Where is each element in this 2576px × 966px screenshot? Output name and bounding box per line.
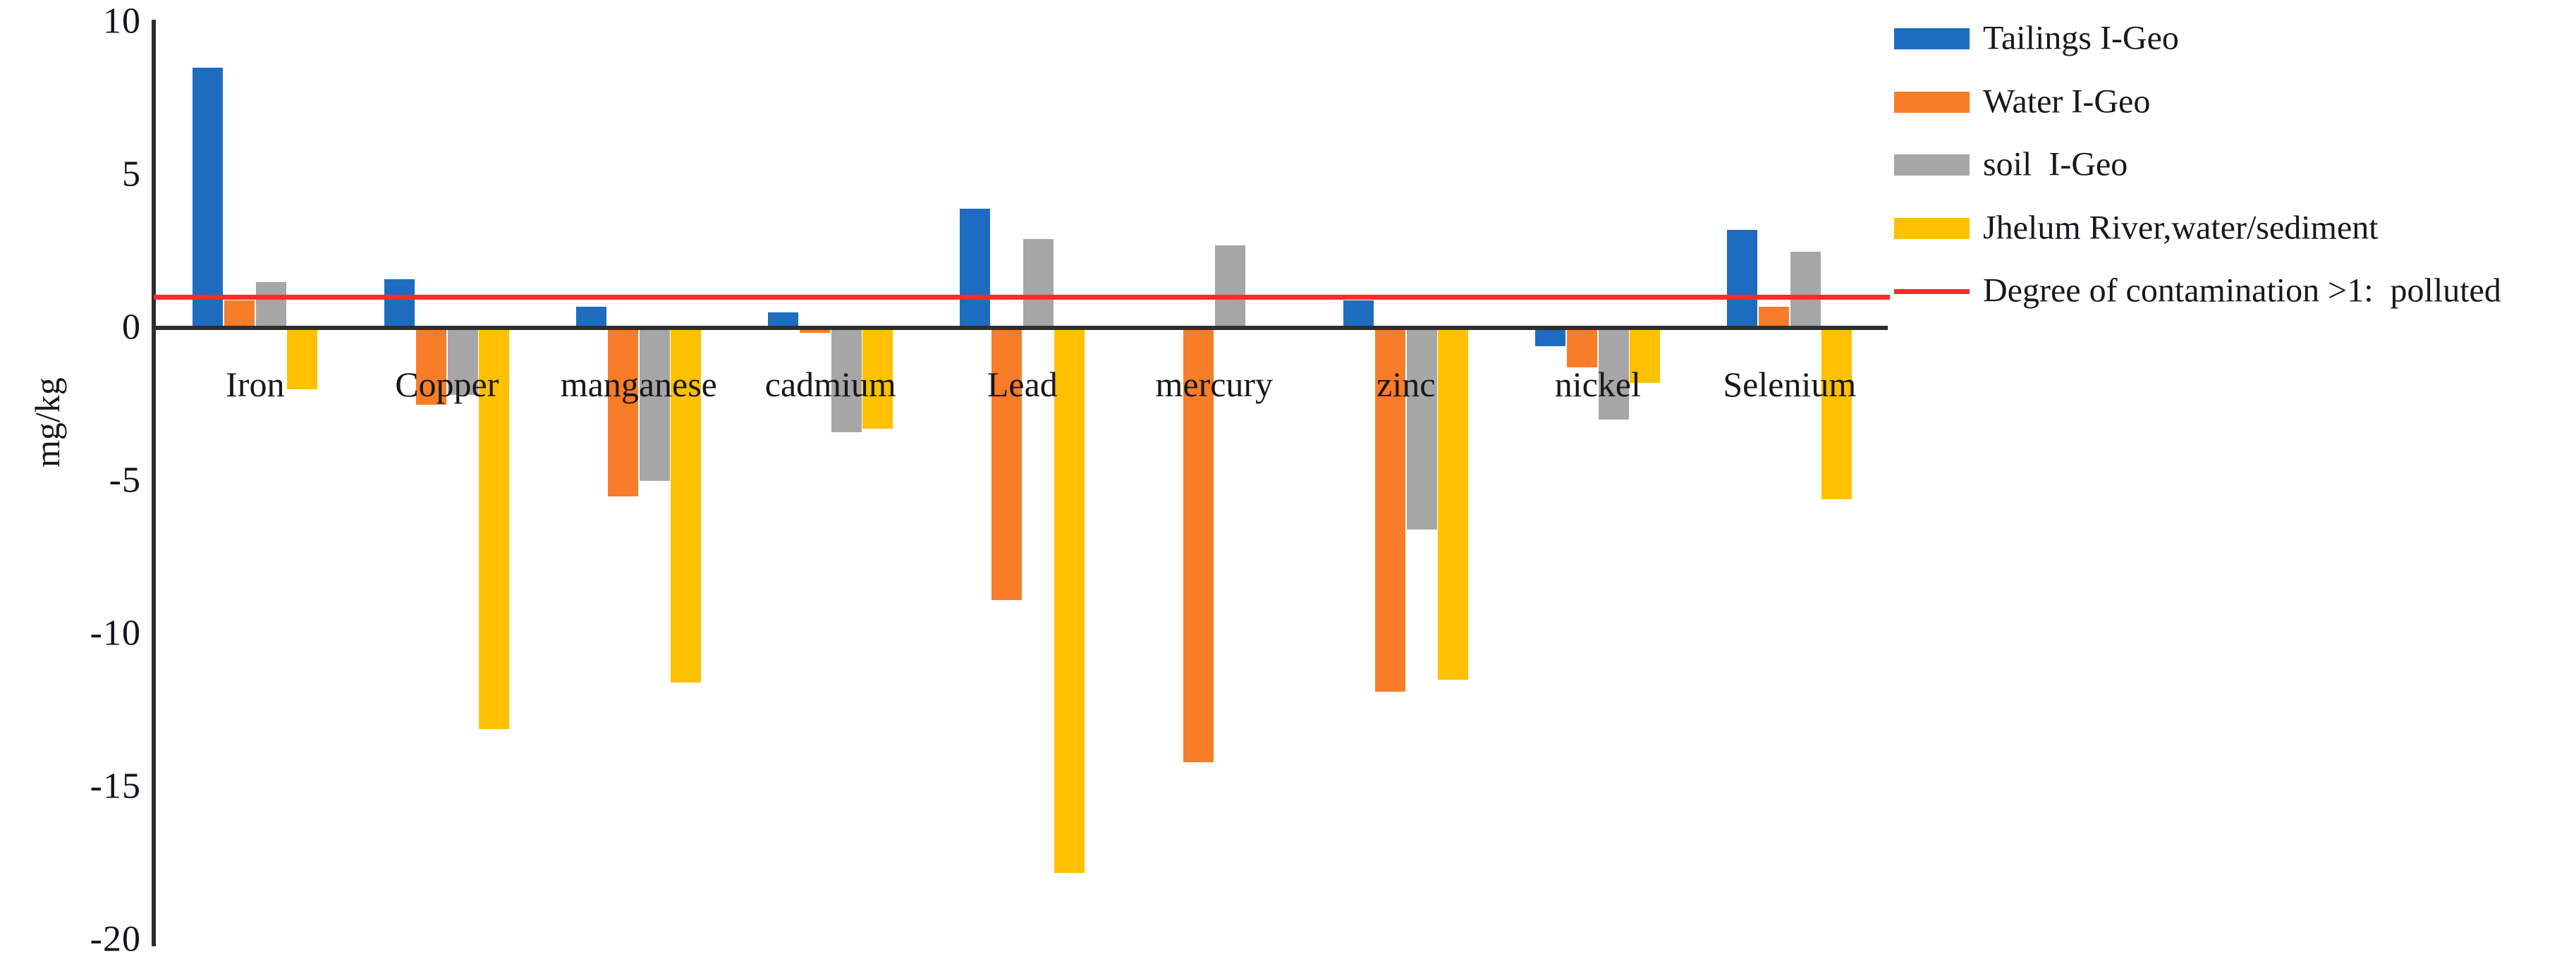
category-label-cadmium: cadmium [764, 365, 896, 404]
legend-swatch-tailings-i-geo [1894, 28, 1970, 49]
bar-soil-i-geo-lead [1023, 239, 1054, 328]
bar-water-i-geo-nickel [1566, 328, 1597, 368]
y-tick-5: 5 [122, 154, 141, 195]
category-label-nickel: nickel [1554, 365, 1641, 404]
legend-label-jhelum-river-water-sediment: Jhelum River,water/sediment [1983, 208, 2379, 246]
bar-soil-i-geo-cadmium [831, 328, 862, 432]
bar-water-i-geo-mercury [1183, 328, 1214, 763]
bar-water-i-geo-selenium [1758, 306, 1789, 328]
y-tick--20: -20 [90, 919, 141, 960]
category-label-mercury: mercury [1155, 365, 1274, 404]
bar-soil-i-geo-zinc [1406, 328, 1437, 530]
bar-jhelum-river-water-sediment-iron [287, 328, 318, 389]
bar-soil-i-geo-manganese [639, 328, 670, 481]
category-label-iron: Iron [226, 365, 285, 404]
bar-tailings-i-geo-copper [384, 279, 415, 328]
bar-jhelum-river-water-sediment-manganese [671, 328, 702, 683]
bar-soil-i-geo-nickel [1598, 328, 1629, 420]
y-tick--15: -15 [90, 766, 141, 807]
legend-swatch-jhelum-river-water-sediment [1894, 217, 1970, 239]
bar-water-i-geo-lead [991, 328, 1022, 601]
y-axis-title: mg/kg [28, 377, 67, 467]
y-tick-0: 0 [122, 307, 141, 348]
legend-label-soil-i-geo: soil I-Geo [1983, 145, 2128, 183]
bar-water-i-geo-manganese [607, 328, 638, 496]
category-label-zinc: zinc [1376, 365, 1436, 404]
bar-jhelum-river-water-sediment-lead [1054, 328, 1085, 873]
legend-swatch-water-i-geo [1894, 91, 1970, 113]
contamination-threshold-line [154, 295, 1890, 300]
y-tick--10: -10 [90, 613, 141, 654]
category-label-lead: Lead [987, 365, 1058, 404]
legend-label-tailings-i-geo: Tailings I-Geo [1983, 19, 2179, 57]
category-label-selenium: Selenium [1723, 365, 1857, 404]
legend-swatch-soil-i-geo [1894, 154, 1970, 176]
bar-tailings-i-geo-nickel [1535, 328, 1565, 347]
bar-jhelum-river-water-sediment-copper [479, 328, 510, 729]
legend-label-contamination-threshold: Degree of contamination >1: polluted [1983, 271, 2501, 310]
x-axis-line [152, 326, 1888, 330]
category-label-manganese: manganese [560, 365, 717, 404]
bar-tailings-i-geo-lead [960, 208, 990, 328]
bar-soil-i-geo-mercury [1214, 245, 1245, 328]
bar-tailings-i-geo-iron [193, 68, 223, 328]
bar-tailings-i-geo-manganese [576, 306, 606, 328]
bar-water-i-geo-copper [415, 328, 446, 405]
bar-jhelum-river-water-sediment-selenium [1821, 328, 1852, 500]
y-tick--5: -5 [109, 460, 141, 501]
category-label-copper: Copper [395, 365, 499, 404]
bar-soil-i-geo-selenium [1790, 251, 1821, 328]
bar-tailings-i-geo-cadmium [768, 312, 798, 328]
legend-line-contamination-threshold [1894, 288, 1970, 294]
bar-water-i-geo-iron [224, 300, 255, 328]
bar-water-i-geo-zinc [1374, 328, 1405, 692]
bar-jhelum-river-water-sediment-zinc [1438, 328, 1469, 680]
y-tick-10: 10 [103, 1, 141, 42]
bar-soil-i-geo-iron [255, 281, 286, 328]
bar-tailings-i-geo-zinc [1343, 300, 1374, 328]
bar-tailings-i-geo-selenium [1727, 230, 1757, 328]
bar-jhelum-river-water-sediment-cadmium [862, 328, 893, 429]
bar-soil-i-geo-copper [447, 328, 478, 396]
bar-jhelum-river-water-sediment-nickel [1630, 328, 1661, 384]
bar-water-i-geo-cadmium [799, 328, 830, 333]
y-axis-line [152, 20, 156, 946]
legend-label-water-i-geo: Water I-Geo [1983, 82, 2151, 120]
